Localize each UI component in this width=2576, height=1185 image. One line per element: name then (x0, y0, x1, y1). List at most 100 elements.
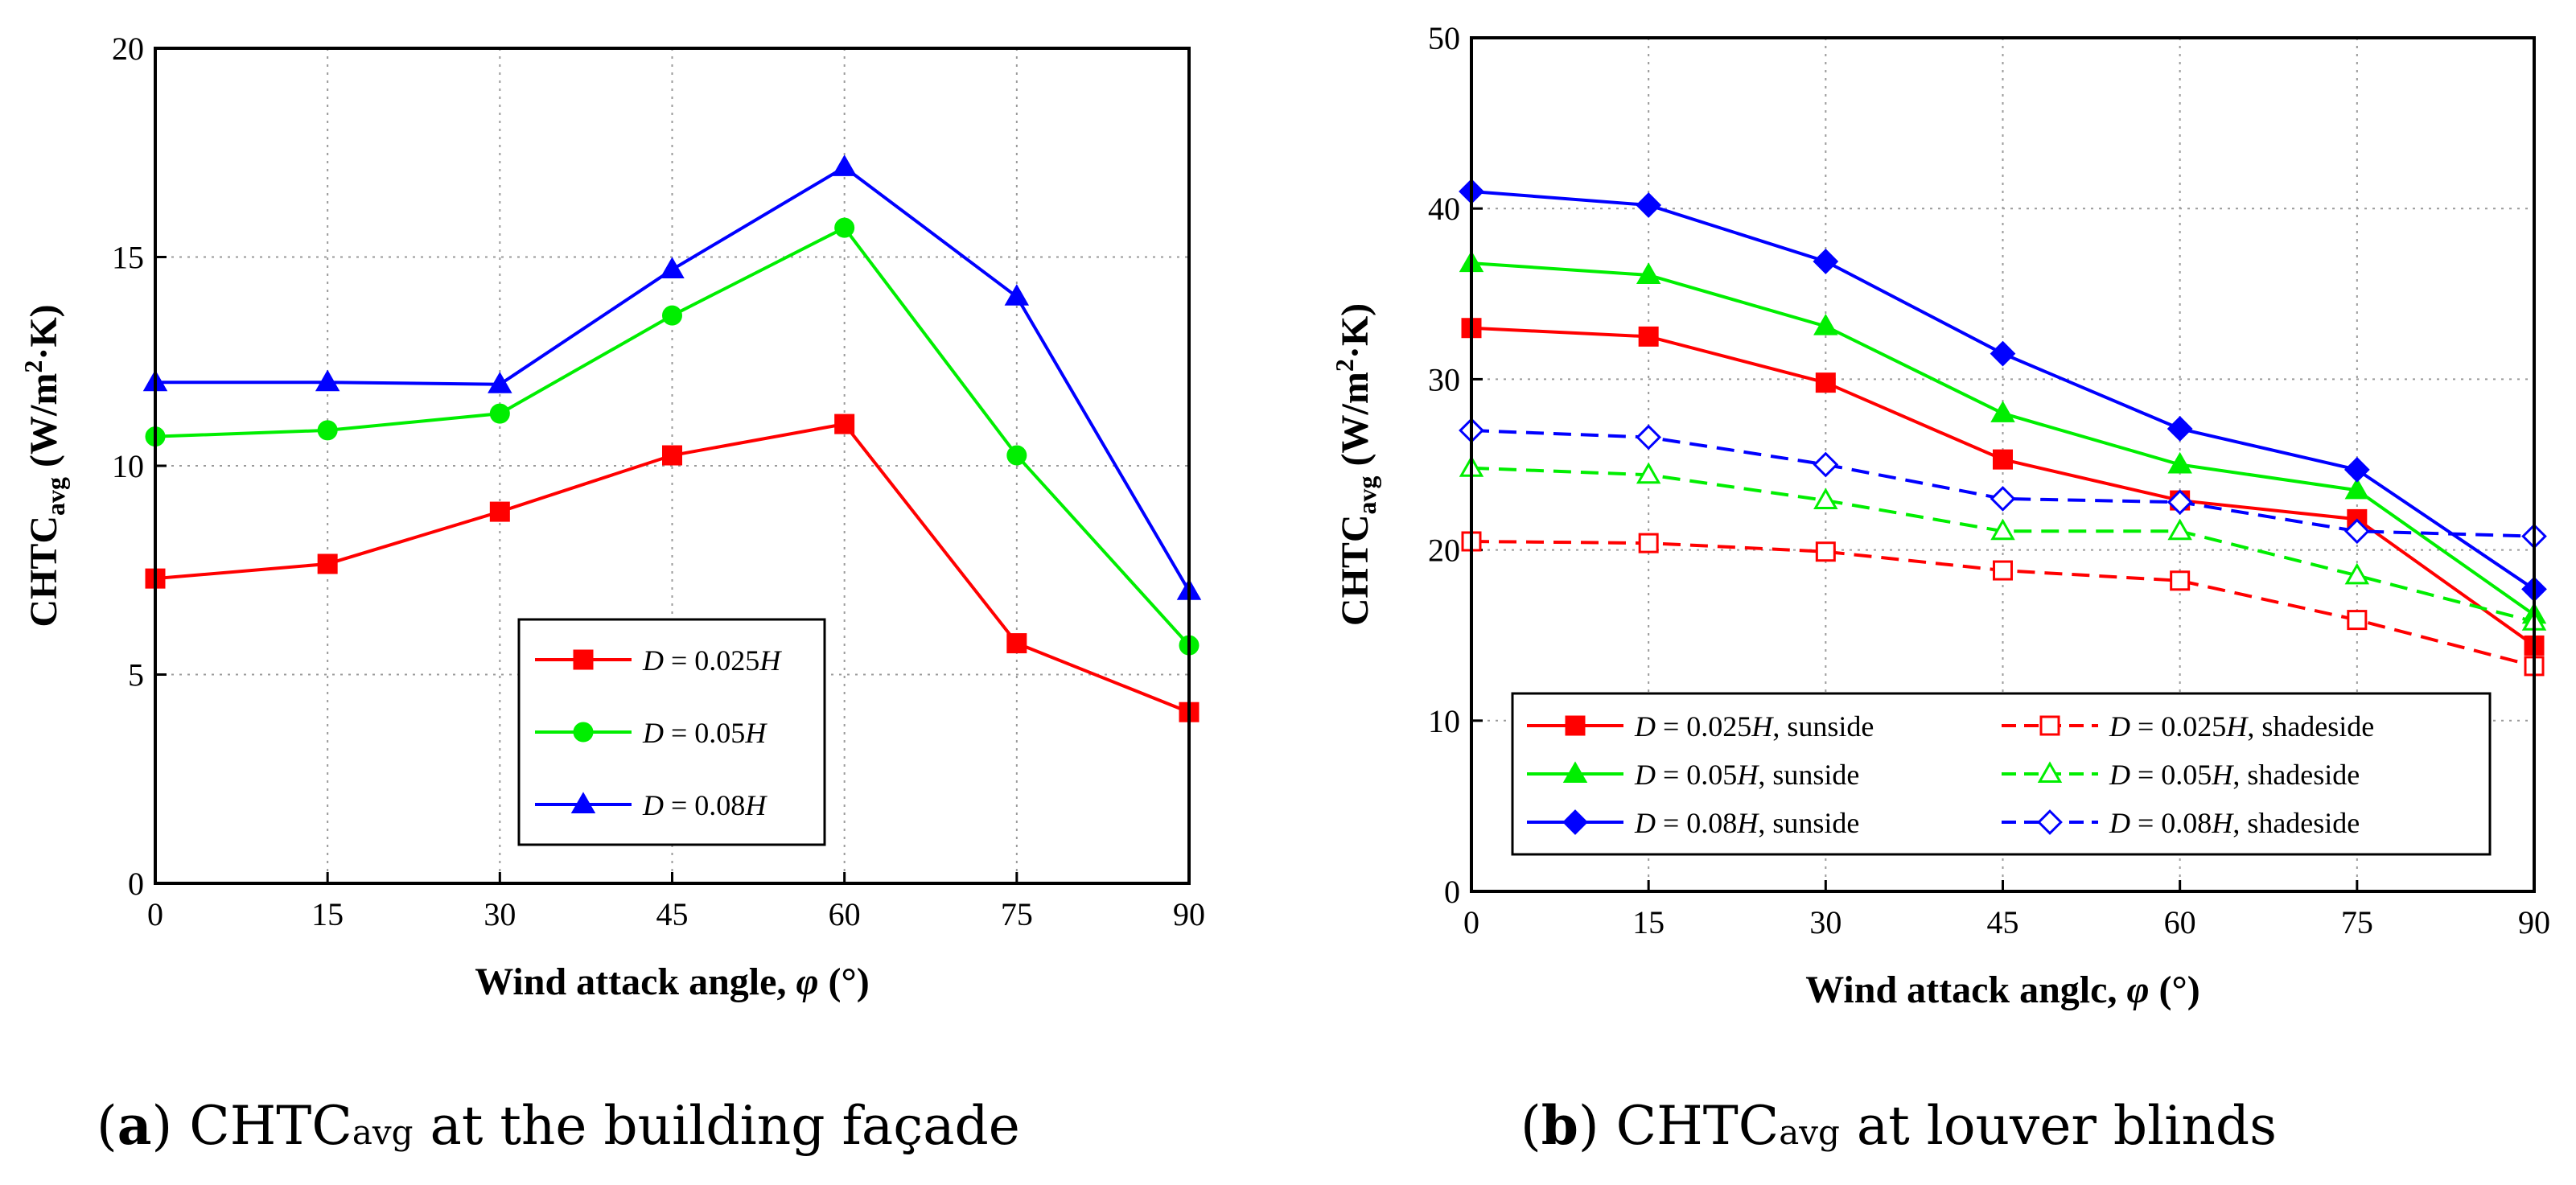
ytick-label-b-2: 20 (1428, 533, 1460, 569)
legend-label-b-5: D = 0.08H, shadeside (2109, 807, 2360, 839)
legend-b: D = 0.025H, sunside D = 0.025H, shadeside… (1511, 692, 2492, 856)
point-b-4-4 (2167, 416, 2193, 442)
legend-marker-b-0 (1565, 715, 1586, 736)
caption-a-main: CHTC (189, 1095, 352, 1157)
point-a-1-2 (489, 403, 510, 424)
ytick-label-a-2: 10 (112, 448, 144, 484)
legend-label-b-4: D = 0.08H, sunside (1634, 807, 1859, 839)
point-b-3-4 (2167, 518, 2192, 541)
point-b-4-5 (2344, 456, 2370, 483)
legend-marker-a-2 (570, 792, 596, 813)
point-b-3-1 (1636, 462, 1661, 484)
series-a-2 (142, 154, 1202, 600)
point-b-5-1 (1636, 424, 1662, 451)
point-b-1-5 (2347, 610, 2368, 631)
point-b-1-3 (1993, 560, 2013, 581)
point-b-1-1 (1638, 533, 1659, 553)
y-axis-label-b: CHTCavg (W/m2·K) (1330, 303, 1381, 626)
caption-b-main: CHTC (1615, 1095, 1780, 1157)
legend-marker-b-4 (1562, 809, 1588, 835)
plot-frame-a (154, 47, 1191, 885)
legend-marker-b-2 (1562, 761, 1588, 783)
ytick-label-a-1: 5 (128, 657, 144, 693)
point-a-0-3 (662, 445, 682, 466)
xtick-label-b-5: 75 (2341, 904, 2373, 940)
point-b-2-3 (1990, 401, 2015, 422)
point-a-1-4 (834, 217, 855, 238)
point-b-1-4 (2170, 570, 2191, 591)
plot-frame-b (1470, 36, 2536, 893)
ytick-label-b-5: 50 (1428, 20, 1460, 56)
caption-b-rest: at louver blinds (1839, 1095, 2278, 1157)
legend-label-b-0: D = 0.025H, sunside (1634, 710, 1874, 743)
ytick-label-b-3: 30 (1428, 361, 1460, 397)
point-a-2-5 (1004, 284, 1030, 306)
legend-marker-a-1 (573, 722, 594, 743)
legend-label-a-2: D = 0.08H (642, 789, 767, 821)
y-axis-label-a: CHTCavg (W/m2·K) (19, 304, 70, 627)
xtick-label-b-4: 60 (2164, 904, 2196, 940)
caption-b-label: b (1541, 1094, 1578, 1157)
point-a-0-4 (834, 414, 855, 434)
point-a-1-1 (317, 420, 338, 441)
xtick-label-a-0: 0 (147, 896, 163, 932)
xtick-label-b-6: 90 (2518, 904, 2550, 940)
point-a-2-1 (315, 369, 340, 392)
series-b-1 (1461, 531, 2545, 677)
point-b-2-1 (1636, 262, 1661, 284)
point-b-5-3 (1990, 486, 2016, 512)
legend-marker-a-0 (573, 649, 594, 670)
caption-a: (a) CHTCavg at the building façade (97, 1094, 1020, 1157)
legend-label-b-2: D = 0.05H, sunside (1634, 759, 1859, 791)
ytick-label-b-1: 10 (1428, 703, 1460, 739)
xtick-label-b-2: 30 (1809, 904, 1841, 940)
legend-box-b (1511, 692, 2492, 856)
point-a-2-3 (660, 257, 685, 279)
point-b-1-2 (1815, 541, 1836, 562)
series-b-3 (1459, 455, 2547, 631)
chart-a: 0 15 30 45 60 75 90 0 5 10 15 20 Wind attack angle, … (19, 31, 1205, 1003)
caption-a-rest: at the building façade (413, 1095, 1020, 1157)
xtick-label-b-3: 45 (1987, 904, 2019, 940)
legend-label-b-1: D = 0.025H, shadeside (2109, 710, 2374, 743)
series-b-4 (1459, 179, 2547, 603)
point-b-0-1 (1638, 326, 1659, 347)
ytick-label-a-0: 0 (128, 866, 144, 902)
legend-label-a-0: D = 0.025H (642, 644, 782, 677)
caption-a-label: a (117, 1094, 152, 1157)
xtick-label-a-1: 15 (311, 896, 344, 932)
point-a-0-5 (1006, 633, 1027, 654)
point-b-0-3 (1993, 449, 2013, 470)
point-b-4-2 (1813, 249, 1839, 274)
ytick-label-b-4: 40 (1428, 191, 1460, 227)
ytick-label-b-0: 0 (1444, 874, 1460, 910)
point-b-4-3 (1990, 340, 2016, 367)
point-a-1-5 (1006, 445, 1027, 466)
ytick-label-a-3: 15 (112, 240, 144, 276)
point-b-3-5 (2344, 562, 2370, 585)
legend-marker-b-3 (2037, 761, 2063, 783)
xtick-label-a-3: 45 (656, 896, 689, 932)
xtick-label-b-1: 15 (1632, 904, 1665, 940)
chart-b: 0 15 30 45 60 75 90 0 10 20 30 40 50 Wind attack angl… (1330, 20, 2550, 1011)
point-b-5-5 (2344, 518, 2370, 545)
caption-b: (b) CHTCavg at louver blinds (1520, 1094, 2278, 1157)
legend-label-a-1: D = 0.05H (642, 717, 767, 749)
point-b-5-4 (2167, 489, 2193, 516)
point-b-5-2 (1813, 451, 1839, 478)
point-b-4-1 (1636, 192, 1662, 218)
xtick-label-a-2: 30 (484, 896, 516, 932)
point-b-0-2 (1815, 372, 1836, 393)
x-axis-label-a: Wind attack angle, φ (°) (475, 961, 869, 1003)
ytick-label-a-4: 20 (112, 31, 144, 67)
point-a-2-2 (488, 372, 512, 393)
xtick-label-a-5: 75 (1001, 896, 1033, 932)
point-a-1-3 (662, 305, 682, 326)
legend-marker-b-1 (2039, 715, 2060, 736)
legend-a: D = 0.025H D = 0.05H D = 0.08H (517, 618, 826, 846)
x-axis-label-b: Wind attack anglc, φ (°) (1805, 969, 2199, 1011)
point-b-3-3 (1990, 518, 2015, 541)
point-a-2-4 (832, 154, 857, 176)
legend-label-b-3: D = 0.05H, shadeside (2109, 759, 2360, 791)
